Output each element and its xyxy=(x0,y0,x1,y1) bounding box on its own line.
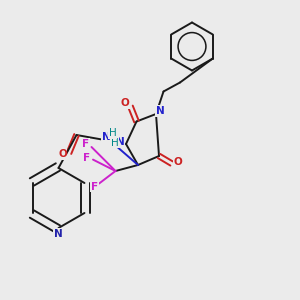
Text: N: N xyxy=(156,106,165,116)
Text: F: F xyxy=(82,139,89,149)
Text: N: N xyxy=(102,132,111,142)
Text: O: O xyxy=(174,157,183,167)
Text: O: O xyxy=(120,98,129,109)
Text: N: N xyxy=(54,229,63,239)
Text: F: F xyxy=(83,153,91,163)
Text: H: H xyxy=(111,138,119,148)
Text: H: H xyxy=(109,128,117,138)
Text: F: F xyxy=(91,182,98,192)
Text: N: N xyxy=(116,137,124,147)
Text: O: O xyxy=(58,149,67,159)
